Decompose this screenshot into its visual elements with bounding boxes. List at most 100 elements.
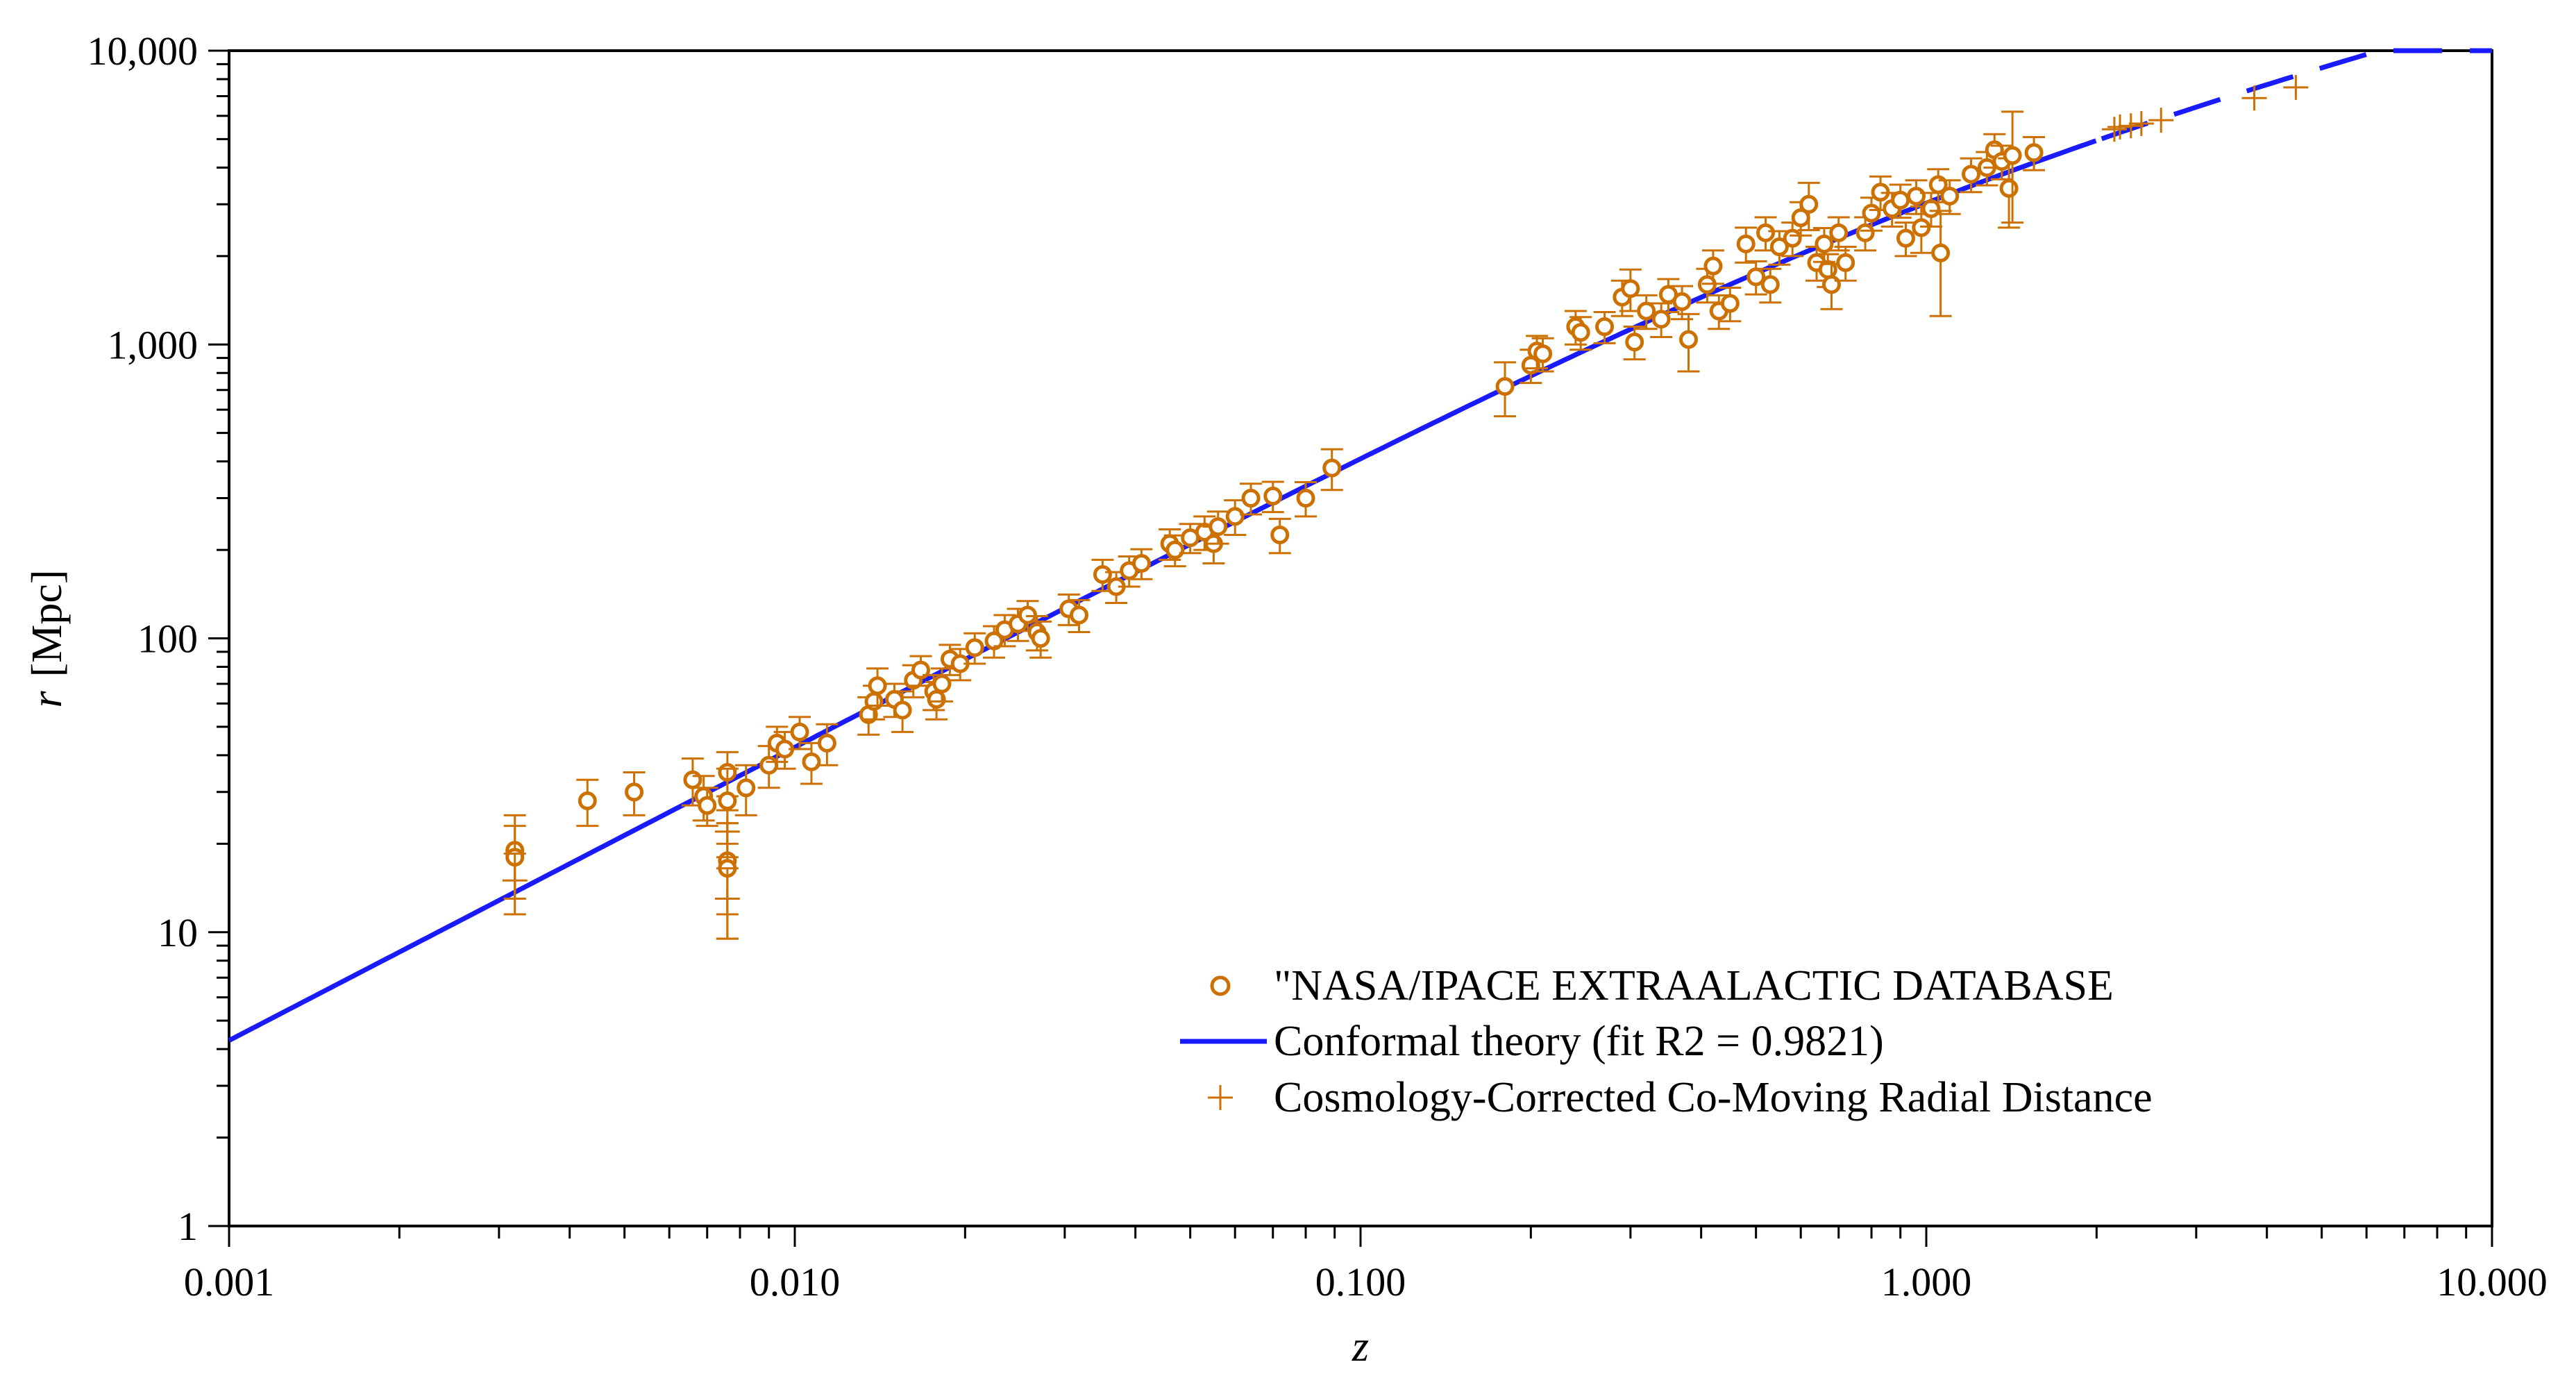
corrected-points-group xyxy=(502,74,2309,940)
observed-marker xyxy=(578,791,597,810)
x-tick-label: 1.000 xyxy=(1881,1259,1972,1304)
observed-point xyxy=(866,667,889,707)
x-axis-ticks xyxy=(228,1226,2493,1247)
observed-marker xyxy=(1637,301,1656,321)
corrected-point xyxy=(714,809,740,859)
observed-marker xyxy=(2024,143,2044,162)
observed-point xyxy=(1744,260,1767,296)
observed-point xyxy=(1929,210,1952,317)
observed-point xyxy=(623,771,646,816)
observed-marker xyxy=(965,638,984,657)
observed-point xyxy=(1768,230,1791,266)
observed-marker xyxy=(1999,178,2019,198)
legend-label-observed: "NASA/IPACE EXTRAALACTIC DATABASE xyxy=(1274,962,2114,1009)
y-axis-title-unit: [Mpc] xyxy=(24,569,71,677)
x-axis-tick-labels: 0.001 0.010 0.100 1.000 10.000 xyxy=(184,1259,2548,1304)
observed-marker xyxy=(1931,243,1951,262)
legend-marker-observed xyxy=(1210,975,1231,996)
legend-label-corrected: Cosmology-Corrected Co-Moving Radial Dis… xyxy=(1274,1074,2153,1121)
fit-curve-solid xyxy=(228,138,2097,1043)
observed-point xyxy=(1569,316,1592,351)
observed-marker xyxy=(1746,267,1766,287)
observed-point xyxy=(1781,221,1804,258)
y-axis-ticks xyxy=(208,49,229,1227)
observed-marker xyxy=(1783,228,1802,248)
y-axis-title-group: r [Mpc] xyxy=(24,569,71,707)
observed-marker xyxy=(802,752,821,771)
corrected-point xyxy=(2107,114,2133,140)
observed-marker xyxy=(1625,333,1644,352)
observed-marker xyxy=(1595,317,1615,337)
y-tick-label: 1,000 xyxy=(108,322,199,367)
corrected-point xyxy=(2128,110,2154,136)
observed-marker xyxy=(1621,279,1640,299)
observed-marker xyxy=(2003,146,2022,165)
observed-marker xyxy=(927,689,946,709)
observed-marker xyxy=(984,631,1004,650)
observed-marker xyxy=(1760,275,1780,294)
observed-point xyxy=(716,767,739,845)
observed-point xyxy=(1531,337,1554,373)
observed-marker xyxy=(1756,223,1776,242)
observed-point xyxy=(1240,482,1263,516)
observed-point xyxy=(1894,221,1917,258)
observed-point xyxy=(816,723,839,766)
legend: "NASA/IPACE EXTRAALACTIC DATABASE Confor… xyxy=(1180,962,2153,1121)
observed-point xyxy=(891,690,914,733)
legend-label-fit: Conformal theory (fit R2 = 0.9821) xyxy=(1274,1018,1884,1065)
observed-marker xyxy=(1907,186,1926,205)
observed-marker xyxy=(1296,489,1315,508)
observed-marker xyxy=(1815,234,1834,253)
observed-marker xyxy=(1209,517,1228,537)
observed-marker xyxy=(1672,292,1692,311)
observed-marker xyxy=(1679,330,1699,349)
observed-marker xyxy=(1799,194,1819,214)
observed-point xyxy=(1827,216,1850,252)
observed-point xyxy=(1938,179,1961,215)
observed-points-group xyxy=(503,110,2046,940)
observed-point xyxy=(963,632,986,665)
observed-marker xyxy=(1940,186,1960,205)
observed-marker xyxy=(1962,165,1981,184)
corrected-point xyxy=(714,867,740,940)
observed-marker xyxy=(1241,489,1261,508)
observed-marker xyxy=(683,770,702,789)
y-axis-title-var: r xyxy=(24,691,71,708)
observed-marker xyxy=(1093,564,1112,584)
observed-point xyxy=(1889,183,1912,219)
observed-marker xyxy=(864,691,884,711)
observed-point xyxy=(1701,249,1724,285)
observed-point xyxy=(1320,448,1343,492)
observed-marker xyxy=(1031,629,1050,648)
observed-marker xyxy=(625,782,644,802)
observed-marker xyxy=(718,791,737,810)
observed-marker xyxy=(759,755,779,775)
observed-point xyxy=(1677,312,1700,373)
observed-point xyxy=(1261,480,1284,514)
observed-point xyxy=(1834,246,1857,282)
observed-point xyxy=(1797,181,1820,232)
observed-point xyxy=(1295,481,1318,518)
observed-marker xyxy=(1862,203,1881,223)
observed-marker xyxy=(868,676,887,696)
observed-point xyxy=(930,667,953,703)
observed-point xyxy=(1635,294,1658,330)
observed-marker xyxy=(736,778,756,798)
observed-marker xyxy=(1651,310,1671,329)
observed-point xyxy=(696,787,718,828)
observed-point xyxy=(1623,326,1646,361)
observed-point xyxy=(789,716,811,750)
observed-point xyxy=(1494,361,1517,418)
observed-marker xyxy=(1829,223,1849,242)
y-axis-title: r [Mpc] xyxy=(24,569,71,707)
observed-marker xyxy=(1165,540,1185,560)
observed-marker xyxy=(1270,525,1290,544)
observed-point xyxy=(1719,287,1742,323)
observed-point xyxy=(1130,548,1153,580)
observed-marker xyxy=(1571,323,1590,342)
corrected-point xyxy=(2283,74,2309,100)
observed-marker xyxy=(1821,275,1841,294)
observed-point xyxy=(1068,598,1091,634)
observed-marker xyxy=(932,674,952,694)
x-tick-label: 0.001 xyxy=(184,1259,275,1304)
